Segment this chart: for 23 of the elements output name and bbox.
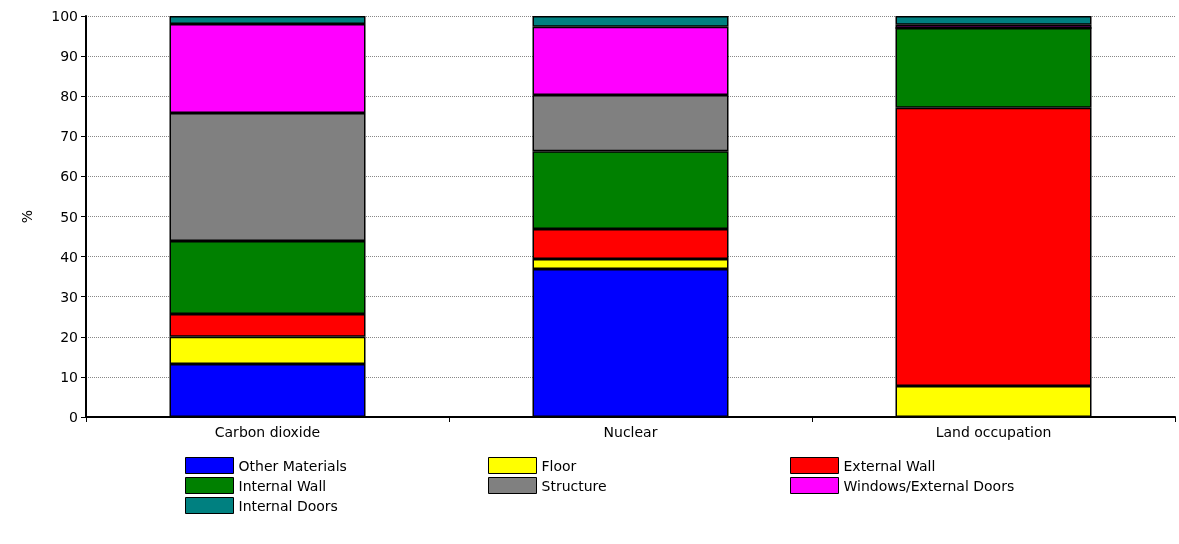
y-tick-label: 40: [60, 248, 78, 265]
legend-label: External Wall: [843, 457, 936, 474]
legend-label: Other Materials: [238, 457, 347, 474]
y-tick-label: 90: [60, 48, 78, 65]
y-axis-title: %: [19, 209, 35, 224]
y-tick-label: 50: [60, 208, 78, 225]
y-tick-label: 100: [51, 8, 78, 24]
x-tick-label: Carbon dioxide: [214, 424, 321, 440]
legend-label: Floor: [541, 457, 577, 474]
x-tick-label: Land occupation: [935, 424, 1052, 440]
legend-label: Internal Doors: [238, 497, 338, 514]
x-tick-label: Nuclear: [603, 424, 658, 440]
legend-label: Windows/External Doors: [843, 477, 1015, 494]
y-tick-label: 30: [60, 288, 78, 305]
y-tick-label: 70: [60, 128, 78, 145]
y-tick-label: 20: [60, 328, 78, 345]
legend-label: Internal Wall: [238, 477, 327, 494]
bar: [895, 16, 1092, 25]
y-tick-label: 80: [60, 88, 78, 105]
y-tick-label: 10: [60, 368, 78, 385]
legend-label: Structure: [541, 477, 607, 494]
y-tick-label: 60: [60, 168, 78, 185]
y-tick-label: 0: [69, 409, 78, 425]
